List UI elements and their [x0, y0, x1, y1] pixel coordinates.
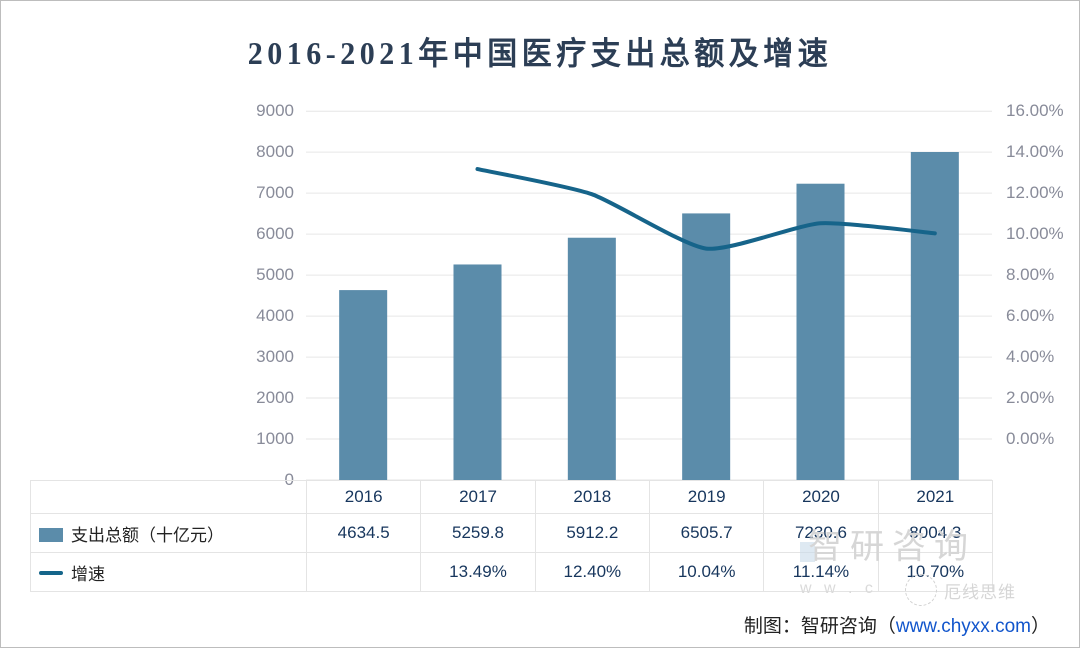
svg-text:6000: 6000 — [256, 224, 294, 243]
svg-text:6.00%: 6.00% — [1006, 306, 1054, 325]
svg-text:4.00%: 4.00% — [1006, 347, 1054, 366]
svg-text:8.00%: 8.00% — [1006, 265, 1054, 284]
svg-text:8000: 8000 — [256, 142, 294, 161]
svg-text:9000: 9000 — [256, 101, 294, 120]
svg-text:14.00%: 14.00% — [1006, 142, 1064, 161]
svg-text:7000: 7000 — [256, 183, 294, 202]
svg-text:3000: 3000 — [256, 347, 294, 366]
svg-text:4000: 4000 — [256, 306, 294, 325]
svg-text:16.00%: 16.00% — [1006, 101, 1064, 120]
svg-text:2000: 2000 — [256, 388, 294, 407]
svg-text:10.00%: 10.00% — [1006, 224, 1064, 243]
svg-text:0.00%: 0.00% — [1006, 429, 1054, 448]
svg-text:2.00%: 2.00% — [1006, 388, 1054, 407]
svg-text:5000: 5000 — [256, 265, 294, 284]
svg-text:1000: 1000 — [256, 429, 294, 448]
svg-text:12.00%: 12.00% — [1006, 183, 1064, 202]
